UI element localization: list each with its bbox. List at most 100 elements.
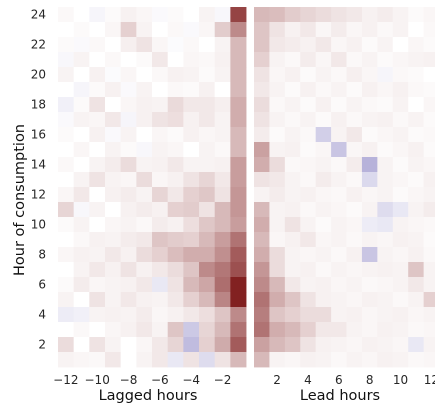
heatmap-cell-lead-h4-x7 [346, 307, 363, 323]
heatmap-cell-lagged-h6-x-9 [105, 277, 122, 293]
heatmap-cell-lagged-h19-x-1 [230, 82, 247, 98]
heatmap-cell-lead-h11-x8 [361, 202, 378, 218]
heatmap-cell-lagged-h16-x-1 [230, 127, 247, 143]
heatmap-cell-lead-h24-x10 [392, 7, 409, 23]
heatmap-cell-lead-h2-x12 [423, 337, 435, 353]
heatmap-cell-lagged-h21-x-5 [167, 52, 184, 68]
heatmap-cell-lead-h4-x12 [423, 307, 435, 323]
heatmap-cell-lagged-h2-x-3 [199, 337, 216, 353]
heatmap-cell-lagged-h5-x-11 [73, 292, 90, 308]
heatmap-cell-lead-h9-x9 [377, 232, 394, 248]
x-tick-label-lagged: −4 [182, 373, 200, 387]
heatmap-cell-lead-h21-x8 [361, 52, 378, 68]
heatmap-cell-lead-h17-x3 [284, 112, 301, 128]
heatmap-cell-lead-h8-x8 [361, 247, 378, 263]
heatmap-cell-lagged-h2-x-8 [120, 337, 137, 353]
heatmap-cell-lagged-h11-x-8 [120, 202, 137, 218]
heatmap-cell-lagged-h8-x-11 [73, 247, 90, 263]
heatmap-cell-lagged-h8-x-6 [152, 247, 169, 263]
heatmap-cell-lead-h1-x4 [300, 352, 317, 368]
heatmap-cell-lead-h23-x10 [392, 22, 409, 38]
heatmap-cell-lagged-h11-x-6 [152, 202, 169, 218]
heatmap-cell-lagged-h8-x-3 [199, 247, 216, 263]
heatmap-cell-lead-h17-x1 [254, 112, 270, 128]
heatmap-cell-lead-h8-x3 [284, 247, 301, 263]
heatmap-cell-lead-h12-x4 [300, 187, 317, 203]
heatmap-cell-lagged-h22-x-10 [89, 37, 106, 53]
heatmap-cell-lagged-h21-x-6 [152, 52, 169, 68]
heatmap-cell-lagged-h10-x-8 [120, 217, 137, 233]
heatmap-cell-lead-h19-x3 [284, 82, 301, 98]
heatmap-cell-lead-h3-x12 [423, 322, 435, 338]
heatmap-cell-lagged-h7-x-12 [58, 262, 75, 278]
heatmap-cell-lagged-h11-x-4 [183, 202, 200, 218]
heatmap-cell-lead-h19-x4 [300, 82, 317, 98]
heatmap-cell-lead-h21-x7 [346, 52, 363, 68]
heatmap-cell-lead-h17-x7 [346, 112, 363, 128]
heatmap-cell-lead-h3-x2 [269, 322, 286, 338]
heatmap-cell-lead-h1-x7 [346, 352, 363, 368]
heatmap-cell-lead-h2-x1 [254, 337, 270, 353]
heatmap-cell-lead-h11-x12 [423, 202, 435, 218]
heatmap-cell-lagged-h14-x-6 [152, 157, 169, 173]
heatmap-cell-lead-h22-x12 [423, 37, 435, 53]
y-tick-label: 24 [31, 8, 46, 22]
heatmap-cell-lead-h20-x12 [423, 67, 435, 83]
heatmap-cell-lagged-h23-x-10 [89, 22, 106, 38]
heatmap-cell-lagged-h9-x-11 [73, 232, 90, 248]
heatmap-cell-lagged-h18-x-11 [73, 97, 90, 113]
heatmap-cell-lead-h23-x6 [331, 22, 347, 38]
heatmap-cell-lagged-h22-x-7 [136, 37, 153, 53]
heatmap-cell-lagged-h12-x-1 [230, 187, 247, 203]
heatmap-cell-lead-h9-x7 [346, 232, 363, 248]
heatmap-cell-lead-h15-x2 [269, 142, 286, 158]
heatmap-cell-lead-h14-x2 [269, 157, 286, 173]
heatmap-cell-lagged-h22-x-11 [73, 37, 90, 53]
heatmap-cell-lead-h14-x12 [423, 157, 435, 173]
heatmap-cell-lead-h18-x8 [361, 97, 378, 113]
heatmap-cell-lagged-h20-x-4 [183, 67, 200, 83]
heatmap-cell-lagged-h4-x-4 [183, 307, 200, 323]
heatmap-cell-lead-h10-x1 [254, 217, 270, 233]
heatmap-cell-lagged-h24-x-12 [58, 7, 75, 23]
heatmap-cell-lead-h11-x4 [300, 202, 317, 218]
heatmap-cell-lagged-h17-x-11 [73, 112, 90, 128]
heatmap-cell-lead-h20-x3 [284, 67, 301, 83]
heatmap-cell-lead-h6-x12 [423, 277, 435, 293]
heatmap-cell-lead-h4-x6 [331, 307, 347, 323]
heatmap-cell-lead-h23-x12 [423, 22, 435, 38]
heatmap-cell-lead-h4-x11 [408, 307, 425, 323]
heatmap-cell-lead-h12-x8 [361, 187, 378, 203]
heatmap-cell-lead-h7-x5 [315, 262, 332, 278]
heatmap-cell-lead-h5-x11 [408, 292, 425, 308]
heatmap-cell-lagged-h4-x-7 [136, 307, 153, 323]
heatmap-cell-lagged-h19-x-2 [214, 82, 231, 98]
heatmap-cell-lagged-h6-x-8 [120, 277, 137, 293]
heatmap-cell-lagged-h9-x-5 [167, 232, 184, 248]
heatmap-cell-lead-h24-x4 [300, 7, 317, 23]
heatmap-cell-lead-h24-x7 [346, 7, 363, 23]
heatmap-cell-lead-h24-x6 [331, 7, 347, 23]
heatmap-cell-lagged-h1-x-11 [73, 352, 90, 368]
heatmap-cell-lagged-h8-x-7 [136, 247, 153, 263]
heatmap-cell-lead-h9-x11 [408, 232, 425, 248]
heatmap-cell-lead-h23-x5 [315, 22, 332, 38]
heatmap-cell-lagged-h21-x-7 [136, 52, 153, 68]
heatmap-cell-lead-h2-x9 [377, 337, 394, 353]
heatmap-cell-lagged-h15-x-10 [89, 142, 106, 158]
heatmap-cell-lagged-h3-x-3 [199, 322, 216, 338]
heatmap-cell-lead-h3-x8 [361, 322, 378, 338]
heatmap-cell-lagged-h16-x-6 [152, 127, 169, 143]
heatmap-cell-lead-h18-x11 [408, 97, 425, 113]
y-axis-title: Hour of consumption [12, 124, 28, 276]
heatmap-cell-lagged-h14-x-12 [58, 157, 75, 173]
heatmap-cell-lagged-h10-x-12 [58, 217, 75, 233]
heatmap-cell-lead-h13-x11 [408, 172, 425, 188]
heatmap-cell-lagged-h21-x-3 [199, 52, 216, 68]
heatmap-cell-lagged-h18-x-8 [120, 97, 137, 113]
heatmap-cell-lagged-h23-x-6 [152, 22, 169, 38]
heatmap-cell-lagged-h19-x-8 [120, 82, 137, 98]
heatmap-cell-lagged-h8-x-2 [214, 247, 231, 263]
